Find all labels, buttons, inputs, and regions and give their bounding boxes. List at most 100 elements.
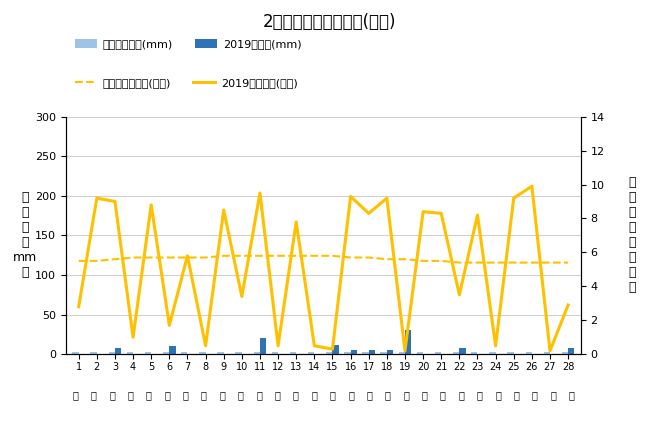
Text: 日: 日: [183, 390, 189, 400]
2019日照時間(時間): [492, 343, 500, 348]
2019日照時間(時間): [292, 219, 300, 225]
Bar: [163, 352, 170, 354]
日照時間平年値(時間): [292, 253, 300, 258]
Y-axis label: 日
照
時
間
（
時
間
）: 日 照 時 間 （ 時 間 ）: [628, 176, 636, 295]
Line: 日照時間平年値(時間): 日照時間平年値(時間): [79, 256, 568, 263]
Bar: [471, 352, 477, 354]
日照時間平年値(時間): [238, 253, 246, 258]
Bar: [508, 352, 513, 354]
日照時間平年値(時間): [346, 255, 354, 260]
Bar: [272, 352, 278, 354]
2019日照時間(時間): [220, 207, 228, 213]
Bar: [199, 352, 205, 354]
日照時間平年値(時間): [111, 257, 119, 262]
Bar: [387, 350, 393, 354]
日照時間平年値(時間): [75, 258, 82, 264]
Text: 日: 日: [127, 390, 133, 400]
日照時間平年値(時間): [129, 255, 137, 260]
日照時間平年値(時間): [220, 253, 228, 258]
Text: 日: 日: [385, 390, 391, 400]
2019日照時間(時間): [238, 294, 246, 299]
Text: 日: 日: [90, 390, 96, 400]
Bar: [253, 352, 260, 354]
Bar: [236, 352, 242, 354]
日照時間平年値(時間): [528, 260, 536, 265]
Bar: [544, 352, 550, 354]
Bar: [489, 352, 496, 354]
日照時間平年値(時間): [365, 255, 373, 260]
Bar: [326, 352, 333, 354]
Text: 日: 日: [366, 390, 372, 400]
Bar: [362, 352, 369, 354]
Bar: [109, 352, 115, 354]
Legend: 降水量平年値(mm), 2019降水量(mm): 降水量平年値(mm), 2019降水量(mm): [71, 36, 305, 53]
Bar: [459, 348, 466, 354]
Bar: [115, 348, 121, 354]
Text: 日: 日: [275, 390, 280, 400]
Bar: [127, 352, 133, 354]
日照時間平年値(時間): [183, 255, 191, 260]
Bar: [405, 330, 411, 354]
日照時間平年値(時間): [166, 255, 174, 260]
Text: 日: 日: [219, 390, 225, 400]
Text: 日: 日: [256, 390, 262, 400]
日照時間平年値(時間): [256, 253, 264, 258]
2019日照時間(時間): [183, 253, 191, 258]
Bar: [170, 346, 176, 354]
Text: 日: 日: [146, 390, 152, 400]
2019日照時間(時間): [256, 191, 264, 196]
2019日照時間(時間): [129, 335, 137, 340]
Bar: [399, 352, 405, 354]
Bar: [290, 352, 296, 354]
日照時間平年値(時間): [455, 260, 463, 265]
2019日照時間(時間): [201, 343, 209, 348]
Text: 日: 日: [569, 390, 575, 400]
Legend: 日照時間平年値(時間), 2019日照時間(時間): 日照時間平年値(時間), 2019日照時間(時間): [71, 75, 301, 92]
2019日照時間(時間): [564, 302, 572, 308]
2019日照時間(時間): [401, 348, 409, 353]
Text: 日: 日: [477, 390, 482, 400]
2019日照時間(時間): [93, 196, 101, 201]
Bar: [260, 338, 266, 354]
Bar: [350, 350, 357, 354]
日照時間平年値(時間): [438, 258, 446, 264]
Bar: [568, 348, 574, 354]
日照時間平年値(時間): [401, 257, 409, 262]
Bar: [333, 345, 339, 354]
Bar: [345, 352, 350, 354]
2019日照時間(時間): [111, 199, 119, 204]
日照時間平年値(時間): [310, 253, 318, 258]
2019日照時間(時間): [166, 323, 174, 328]
Text: 2月降水量・日照時間(日別): 2月降水量・日照時間(日別): [263, 13, 397, 31]
Text: 日: 日: [495, 390, 501, 400]
Bar: [145, 352, 151, 354]
日照時間平年値(時間): [564, 260, 572, 265]
Text: 日: 日: [513, 390, 519, 400]
2019日照時間(時間): [419, 209, 427, 214]
Text: 日: 日: [422, 390, 428, 400]
日照時間平年値(時間): [492, 260, 500, 265]
Bar: [217, 352, 224, 354]
Text: 日: 日: [72, 390, 78, 400]
Text: 日: 日: [532, 390, 538, 400]
2019日照時間(時間): [147, 202, 155, 207]
Bar: [562, 352, 568, 354]
2019日照時間(時間): [274, 343, 282, 348]
Text: 日: 日: [293, 390, 299, 400]
2019日照時間(時間): [365, 211, 373, 216]
Text: 日: 日: [201, 390, 207, 400]
日照時間平年値(時間): [93, 258, 101, 264]
Bar: [369, 350, 375, 354]
2019日照時間(時間): [510, 196, 517, 201]
2019日照時間(時間): [546, 348, 554, 353]
Text: 日: 日: [312, 390, 317, 400]
2019日照時間(時間): [310, 343, 318, 348]
Bar: [308, 352, 314, 354]
日照時間平年値(時間): [274, 253, 282, 258]
Bar: [435, 352, 442, 354]
Text: 日: 日: [164, 390, 170, 400]
Bar: [90, 352, 97, 354]
2019日照時間(時間): [329, 346, 337, 352]
Bar: [73, 352, 79, 354]
日照時間平年値(時間): [201, 255, 209, 260]
